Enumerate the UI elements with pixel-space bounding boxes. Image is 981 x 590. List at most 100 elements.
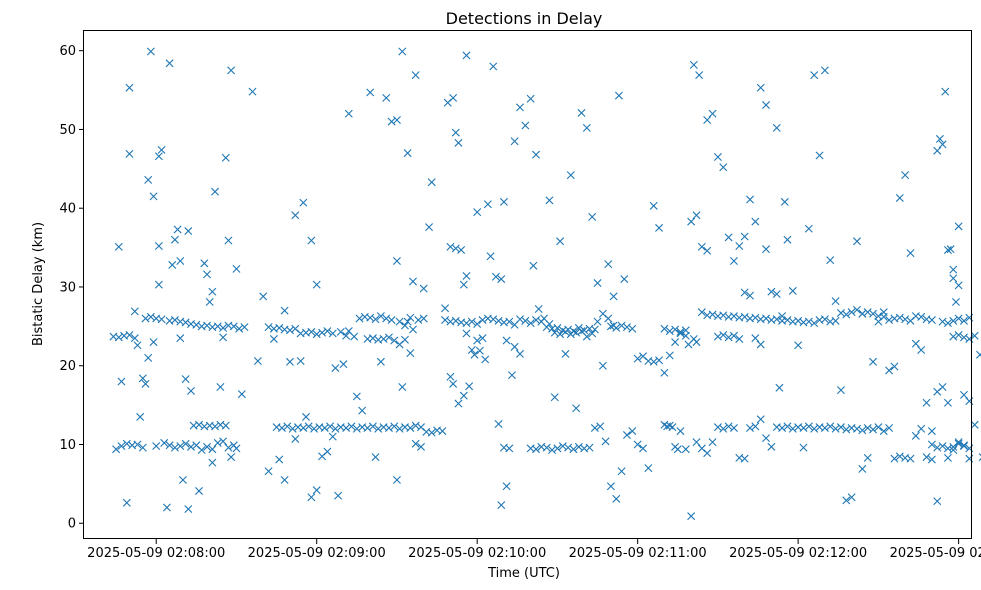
data-point [933, 497, 942, 506]
x-axis-ticks: 2025-05-09 02:08:00 2025-05-09 02:09:00 20… [87, 539, 981, 561]
data-point [186, 386, 195, 395]
data-point [906, 454, 915, 463]
data-point [604, 260, 613, 269]
data-point [633, 440, 642, 449]
data-point [620, 275, 629, 284]
data-point [406, 423, 415, 432]
data-point [170, 316, 179, 325]
data-point [879, 312, 888, 321]
x-tick-label: 2025-05-09 02:10:00 [408, 546, 546, 561]
data-point [146, 312, 155, 321]
x-tick-label: 2025-05-09 02:08:00 [87, 546, 225, 561]
data-point [264, 467, 273, 476]
data-point [729, 423, 738, 432]
data-point [847, 308, 856, 317]
data-point [863, 453, 872, 462]
data-point [943, 453, 952, 462]
data-point [176, 334, 185, 343]
x-tick-label: 2025-05-09 02:11:00 [569, 546, 707, 561]
data-point [534, 305, 543, 314]
data-point [497, 501, 506, 510]
data-point [831, 316, 840, 325]
data-point [146, 47, 155, 56]
data-point [959, 390, 968, 399]
y-tick-label: 20 [59, 359, 76, 374]
data-point [943, 319, 952, 328]
data-point [572, 328, 581, 337]
data-point [425, 223, 434, 232]
data-point [350, 332, 359, 341]
data-point [392, 116, 401, 124]
data-point [970, 331, 979, 340]
data-point [184, 505, 193, 514]
data-point [478, 334, 487, 343]
data-point [681, 445, 690, 454]
data-point [149, 192, 158, 201]
data-point [208, 458, 217, 467]
data-point [355, 314, 364, 323]
data-point [379, 334, 388, 343]
data-point [826, 256, 835, 265]
data-point [395, 424, 404, 433]
data-point [384, 333, 393, 342]
data-point [596, 422, 605, 431]
data-point [494, 420, 503, 428]
data-point [719, 424, 728, 433]
data-point [746, 195, 754, 204]
data-point [117, 377, 126, 386]
data-point [585, 443, 594, 452]
data-point [852, 305, 861, 314]
data-point [532, 316, 541, 325]
data-point [590, 325, 599, 334]
data-point [729, 331, 738, 340]
data-point [221, 421, 230, 430]
data-point [767, 442, 776, 451]
data-point [885, 316, 894, 325]
data-point [633, 354, 642, 363]
data-point [713, 423, 722, 432]
data-point [978, 453, 981, 462]
data-point [232, 264, 241, 273]
data-point [491, 272, 500, 281]
data-point [358, 406, 367, 415]
data-point [510, 342, 519, 351]
data-point [799, 423, 808, 432]
data-point [125, 83, 134, 92]
data-point [933, 443, 942, 452]
data-point [371, 453, 380, 462]
data-point [729, 312, 738, 321]
data-point [526, 319, 535, 328]
x-tick-label: 2025-05-09 02:09:00 [248, 546, 386, 561]
data-point [352, 392, 361, 401]
data-point [130, 334, 139, 343]
data-point [588, 212, 597, 221]
data-point [502, 336, 511, 345]
data-point [312, 486, 321, 495]
data-point [927, 455, 936, 464]
data-point [411, 421, 420, 430]
data-point [269, 334, 278, 343]
data-point [890, 454, 899, 463]
data-point [141, 314, 150, 323]
data-point [449, 379, 458, 388]
data-point [475, 346, 484, 355]
data-point [406, 349, 415, 358]
data-point [890, 362, 899, 371]
data-point [285, 326, 294, 335]
data-point [505, 444, 514, 453]
data-point [582, 123, 591, 132]
data-point [328, 432, 337, 441]
data-point [561, 349, 570, 358]
data-point [178, 475, 187, 484]
data-point [160, 438, 169, 447]
data-point [232, 444, 241, 453]
data-point [762, 101, 771, 110]
data-point [181, 439, 190, 448]
data-point [307, 493, 316, 502]
data-point [235, 324, 244, 333]
data-point [467, 317, 476, 326]
data-point [481, 355, 490, 364]
data-point [304, 422, 313, 431]
data-point [213, 322, 222, 331]
data-point [473, 336, 482, 345]
